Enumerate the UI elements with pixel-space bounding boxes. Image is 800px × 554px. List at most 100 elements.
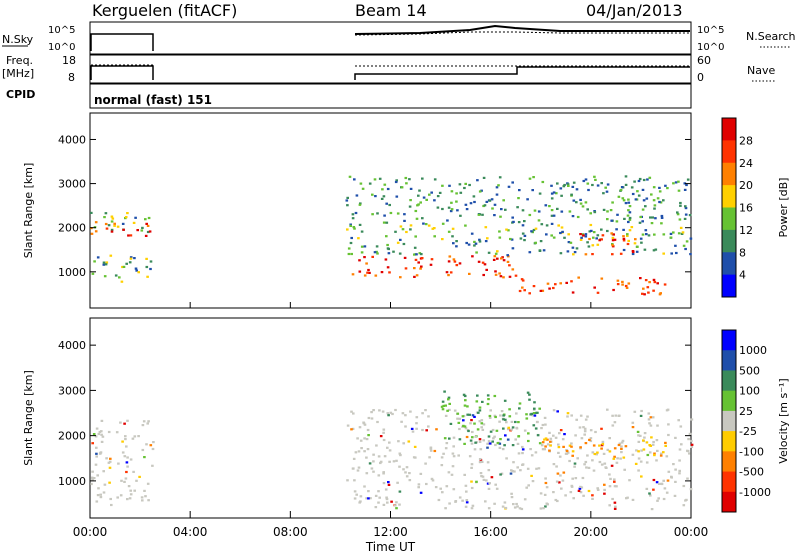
range-cell: [652, 440, 655, 444]
range-cell: [374, 506, 378, 509]
range-cell: [470, 463, 474, 466]
range-cell: [504, 506, 508, 510]
range-cell: [90, 232, 94, 235]
range-cell: [125, 470, 128, 474]
range-cell: [351, 427, 355, 430]
range-cell: [568, 459, 571, 463]
range-cell: [613, 478, 616, 481]
range-cell: [548, 205, 551, 208]
range-cell: [596, 451, 599, 454]
range-cell: [602, 192, 605, 195]
colorbar-segment: [722, 390, 736, 412]
range-cell: [517, 197, 520, 200]
range-cell: [125, 461, 129, 464]
freq-label: Freq.: [6, 54, 33, 67]
range-cell: [440, 456, 444, 459]
range-cell: [444, 447, 448, 450]
range-cell: [677, 180, 680, 183]
range-cell: [456, 412, 460, 415]
range-cell: [355, 493, 358, 496]
range-cell: [405, 230, 408, 234]
range-cell: [465, 208, 469, 211]
range-cell: [103, 216, 106, 219]
range-cell: [368, 182, 372, 185]
range-cell: [126, 465, 129, 468]
range-cell: [499, 275, 503, 278]
range-cell: [658, 482, 661, 485]
range-cell: [132, 470, 135, 473]
range-cell: [137, 435, 140, 438]
range-cell: [621, 283, 624, 286]
range-cell: [124, 216, 128, 219]
x-tick-label: 16:00: [473, 525, 508, 539]
range-cell: [514, 438, 517, 441]
range-cell: [533, 209, 537, 212]
range-cell: [545, 224, 549, 227]
range-cell: [451, 465, 455, 468]
range-cell: [372, 460, 375, 463]
range-cell: [110, 230, 114, 233]
range-cell: [502, 199, 505, 202]
range-cell: [631, 192, 635, 196]
range-cell: [146, 224, 150, 227]
range-cell: [660, 222, 663, 225]
range-cell: [503, 444, 506, 447]
range-cell: [552, 191, 556, 194]
range-cell: [448, 255, 452, 258]
range-cell: [126, 419, 129, 422]
range-cell: [414, 209, 418, 213]
range-cell: [589, 212, 592, 215]
range-cell: [404, 471, 407, 474]
range-cell: [403, 213, 406, 216]
range-cell: [664, 444, 667, 447]
range-cell: [523, 239, 526, 242]
colorbar-segment: [722, 207, 736, 231]
range-cell: [623, 468, 626, 471]
range-cell: [482, 423, 486, 426]
range-cell: [470, 507, 474, 510]
range-cell: [539, 289, 543, 292]
range-cell: [464, 399, 467, 402]
colorbar-segment: [722, 350, 736, 371]
range-cell: [475, 400, 479, 403]
range-cell: [91, 442, 94, 445]
range-cell: [382, 471, 385, 474]
range-cell: [581, 205, 585, 208]
range-cell: [420, 257, 424, 260]
range-cell: [615, 220, 619, 223]
range-cell: [486, 461, 490, 464]
range-cell: [588, 237, 591, 241]
range-cell: [683, 188, 687, 191]
range-cell: [363, 256, 366, 259]
range-cell: [449, 422, 453, 425]
range-cell: [477, 411, 480, 414]
colorbar-tick-label: 500: [739, 364, 760, 377]
range-cell: [121, 265, 124, 269]
range-cell: [461, 499, 464, 502]
range-cell: [511, 181, 514, 184]
range-cell: [140, 496, 144, 499]
range-cell: [610, 464, 614, 467]
range-cell: [633, 242, 637, 245]
colorbar-tick-label: -500: [739, 466, 764, 479]
range-cell: [523, 220, 526, 223]
range-cell: [596, 234, 600, 237]
range-cell: [396, 481, 399, 484]
range-cell: [525, 413, 528, 416]
range-cell: [528, 213, 532, 217]
range-cell: [592, 469, 596, 472]
nsearch-tick-top: 10^5: [697, 25, 724, 36]
range-cell: [555, 480, 559, 483]
range-cell: [480, 475, 483, 478]
range-cell: [120, 280, 124, 283]
range-cell: [532, 285, 536, 288]
range-cell: [574, 434, 577, 437]
nave-tick-bottom: 0: [697, 71, 704, 84]
range-cell: [404, 414, 407, 417]
range-cell: [458, 438, 462, 441]
range-cell: [463, 425, 467, 428]
range-cell: [586, 208, 589, 211]
range-cell: [395, 501, 398, 504]
range-cell: [560, 487, 563, 490]
cpid-frame: [89, 83, 692, 109]
